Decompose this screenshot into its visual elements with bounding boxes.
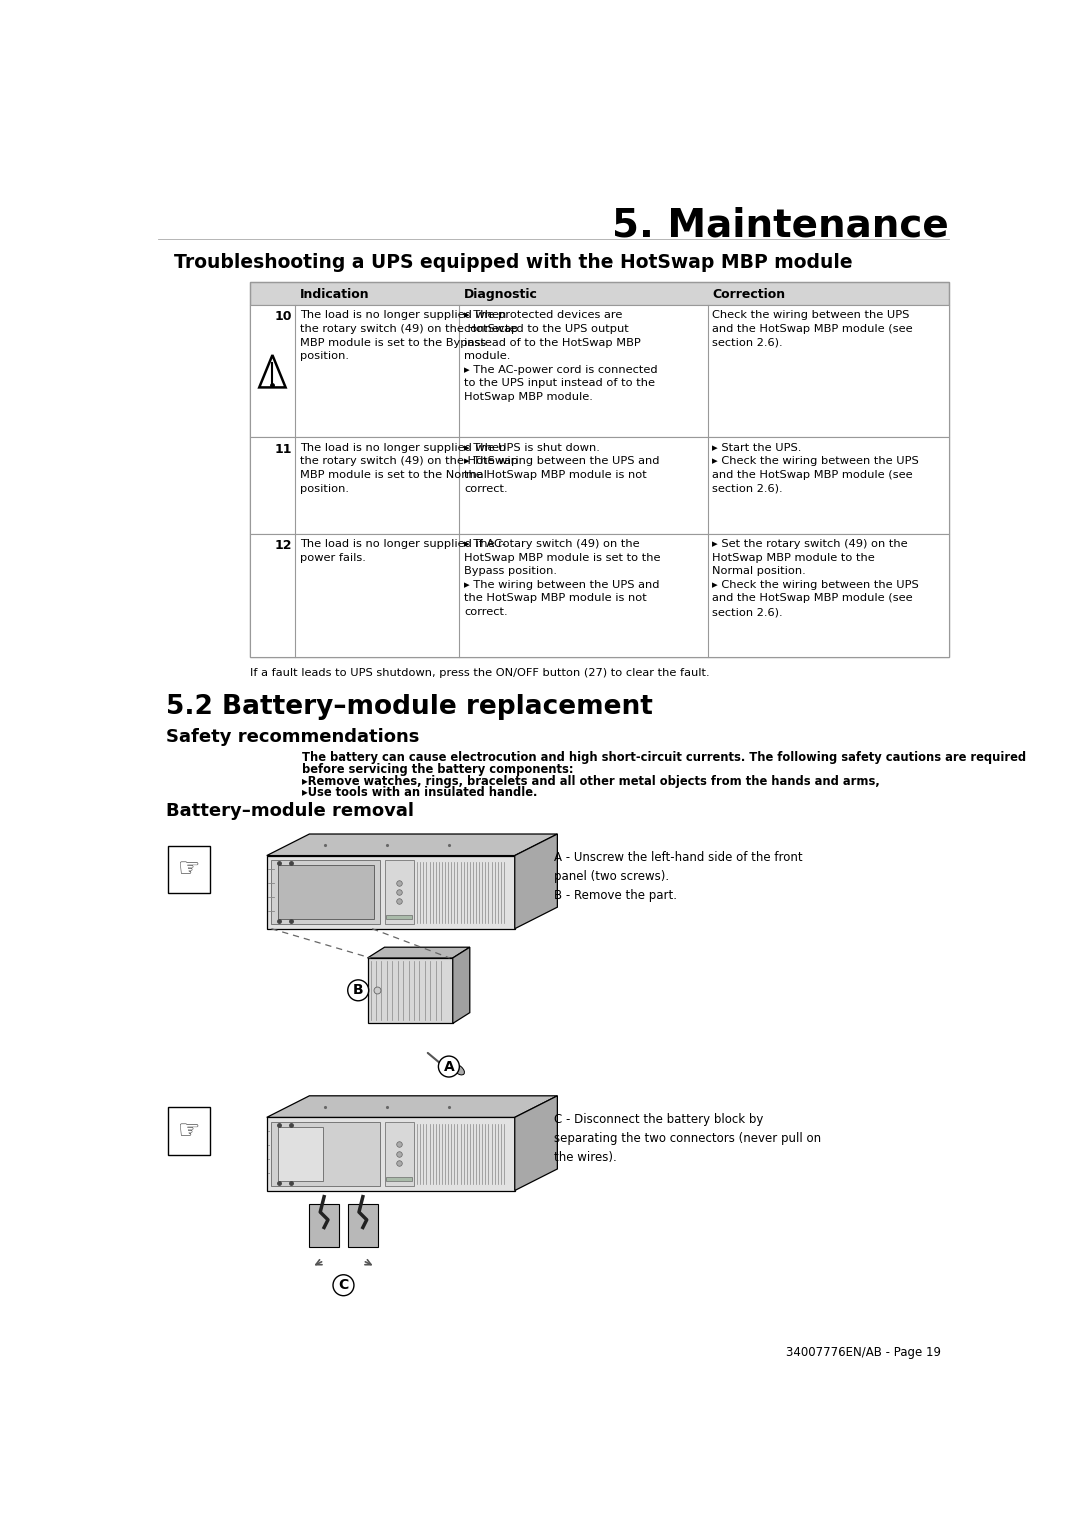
Text: ☞: ☞ [178,1118,200,1143]
Bar [384,1122,414,1186]
Text: B: B [353,984,364,998]
Bar [271,1122,380,1186]
Text: If a fault leads to UPS shutdown, press the ON/OFF button (27) to clear the faul: If a fault leads to UPS shutdown, press … [249,668,710,678]
Text: ▸ Set the rotary switch (49) on the
HotSwap MBP module to the
Normal position.
▸: ▸ Set the rotary switch (49) on the HotS… [712,539,919,617]
Text: ▸ The UPS is shut down.
▸ The wiring between the UPS and
the HotSwap MBP module : ▸ The UPS is shut down. ▸ The wiring bet… [464,443,660,494]
Bar [309,1204,339,1247]
Polygon shape [367,958,453,1024]
Polygon shape [453,947,470,1024]
Text: 34007776EN/AB - Page 19: 34007776EN/AB - Page 19 [786,1346,941,1358]
Bar [387,915,413,920]
Text: Check the wiring between the UPS
and the HotSwap MBP module (see
section 2.6).: Check the wiring between the UPS and the… [712,310,913,347]
Polygon shape [267,1096,557,1117]
Polygon shape [267,1117,515,1190]
Polygon shape [267,856,515,929]
Text: ▸ The rotary switch (49) on the
HotSwap MBP module is set to the
Bypass position: ▸ The rotary switch (49) on the HotSwap … [464,539,661,617]
Text: Battery–module removal: Battery–module removal [166,802,414,819]
Bar [167,1108,211,1155]
Text: ☞: ☞ [178,857,200,882]
Bar [348,1204,378,1247]
Text: The load is no longer supplied when
the rotary switch (49) on the HotSwap
MBP mo: The load is no longer supplied when the … [300,310,518,361]
Text: Troubleshooting a UPS equipped with the HotSwap MBP module: Troubleshooting a UPS equipped with the … [174,252,852,272]
Bar [249,283,948,657]
Polygon shape [515,1096,557,1190]
Bar [167,845,211,894]
Text: C: C [338,1279,349,1293]
Text: A - Unscrew the left-hand side of the front
panel (two screws).
B - Remove the p: A - Unscrew the left-hand side of the fr… [554,851,802,902]
Bar [271,860,380,924]
Text: Indication: Indication [300,289,369,301]
Text: Diagnostic: Diagnostic [464,289,538,301]
Text: Correction: Correction [712,289,785,301]
Text: 5.2 Battery–module replacement: 5.2 Battery–module replacement [166,694,653,720]
Bar [249,306,948,437]
Text: ▸Use tools with an insulated handle.: ▸Use tools with an insulated handle. [301,787,537,799]
Bar [384,860,414,924]
Text: C - Disconnect the battery block by
separating the two connectors (never pull on: C - Disconnect the battery block by sepa… [554,1112,821,1164]
Bar [278,865,374,920]
Polygon shape [515,834,557,929]
Ellipse shape [453,1063,464,1074]
Text: before servicing the battery components:: before servicing the battery components: [301,762,573,776]
Bar [387,1177,413,1181]
Text: ▸ Start the UPS.
▸ Check the wiring between the UPS
and the HotSwap MBP module (: ▸ Start the UPS. ▸ Check the wiring betw… [712,443,919,494]
Text: ▸ The protected devices are
connected to the UPS output
instead of to the HotSwa: ▸ The protected devices are connected to… [464,310,658,402]
Polygon shape [259,354,285,388]
Text: ▸Remove watches, rings, bracelets and all other metal objects from the hands and: ▸Remove watches, rings, bracelets and al… [301,776,879,788]
Text: A: A [444,1059,455,1074]
Bar [278,1126,323,1181]
Bar [249,283,948,306]
Text: 5. Maintenance: 5. Maintenance [612,206,948,244]
Text: 11: 11 [274,443,292,455]
Text: The load is no longer supplied if AC-
power fails.: The load is no longer supplied if AC- po… [300,539,505,562]
Bar [249,437,948,533]
Text: 12: 12 [274,539,292,552]
Polygon shape [367,947,470,958]
Text: The load is no longer supplied when
the rotary switch (49) on the HotSwap
MBP mo: The load is no longer supplied when the … [300,443,518,494]
Text: 10: 10 [274,310,292,324]
Text: The battery can cause electrocution and high short-circuit currents. The followi: The battery can cause electrocution and … [301,750,1026,764]
Text: Safety recommendations: Safety recommendations [166,727,419,746]
Bar [249,533,948,657]
Polygon shape [267,834,557,856]
